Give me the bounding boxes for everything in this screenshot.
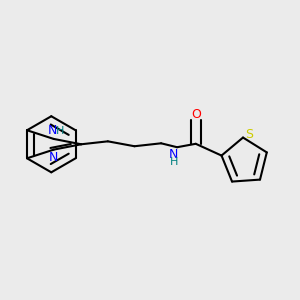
- Text: S: S: [245, 128, 253, 141]
- Text: N: N: [48, 124, 57, 137]
- Text: H: H: [56, 126, 65, 136]
- Text: O: O: [191, 108, 201, 121]
- Text: N: N: [169, 148, 178, 161]
- Text: H: H: [169, 157, 178, 167]
- Text: N: N: [49, 151, 58, 164]
